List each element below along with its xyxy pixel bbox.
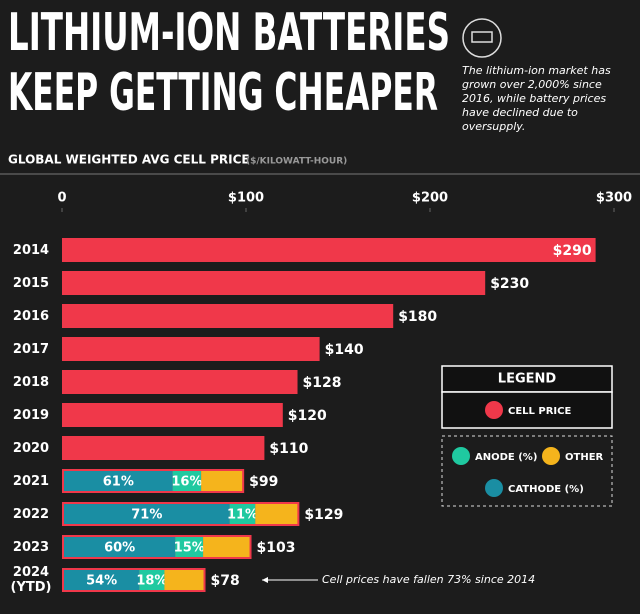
annotation: Cell prices have fallen 73% since 2014: [322, 573, 535, 586]
composition-segment: [64, 504, 230, 524]
legend-title: LEGEND: [498, 372, 557, 387]
axis-unit: ($/KILOWATT-HOUR): [246, 157, 347, 167]
value-label: $120: [288, 408, 327, 424]
x-tick-label: $300: [596, 191, 632, 206]
y-tick-label: 2016: [12, 308, 50, 324]
x-tick-label: 0: [57, 191, 66, 206]
composition-segment: [64, 471, 173, 491]
composition-segment: [229, 504, 256, 524]
legend-label: CATHODE (%): [508, 484, 584, 495]
composition-segment: [255, 504, 298, 524]
segment-label: 16%: [171, 475, 202, 490]
y-tick-label: 2019: [12, 407, 50, 423]
composition-segment: [139, 570, 165, 590]
legend-swatch: [485, 479, 503, 497]
composition-segment: [203, 537, 250, 557]
legend-box: [441, 391, 613, 429]
bar: [62, 238, 596, 262]
segment-label: 71%: [131, 508, 162, 523]
chart-title: LITHIUM-ION BATTERIES: [8, 3, 450, 63]
y-tick-label: 2018: [12, 374, 50, 390]
value-label: $230: [490, 276, 529, 292]
value-label: $78: [211, 573, 240, 589]
value-label: $99: [249, 474, 278, 490]
y-tick-label: 2022: [12, 506, 50, 522]
composition-segment: [201, 471, 243, 491]
segment-label: 11%: [227, 508, 258, 523]
bar: [62, 271, 486, 295]
icon: [471, 31, 493, 43]
bar: [62, 403, 283, 427]
y-tick-label: 2024 (YTD): [10, 565, 52, 595]
x-tick-label: $100: [228, 191, 264, 206]
composition-segment: [64, 570, 140, 590]
value-label: $140: [325, 342, 364, 358]
value-label: $180: [398, 309, 437, 325]
bar: [62, 337, 320, 361]
legend-label: OTHER: [565, 452, 604, 463]
legend-swatch: [542, 447, 560, 465]
bar: [62, 436, 265, 460]
value-label: $290: [553, 243, 592, 259]
segment-label: 54%: [86, 574, 117, 589]
bar: [62, 370, 298, 394]
segment-label: 18%: [136, 574, 167, 589]
y-tick-label: 2023: [12, 539, 50, 555]
legend-swatch: [485, 401, 503, 419]
segment-label: 60%: [104, 541, 135, 556]
legend-label: ANODE (%): [475, 452, 537, 463]
legend-header: [441, 365, 613, 393]
bar: [62, 304, 394, 328]
y-tick-label: 2015: [12, 275, 50, 291]
legend-swatch: [452, 447, 470, 465]
y-tick-label: 2017: [12, 341, 50, 357]
legend-label: CELL PRICE: [508, 406, 571, 417]
composition-segment: [172, 471, 202, 491]
y-tick-label: 2014: [12, 242, 50, 258]
annotation-arrow: [262, 577, 268, 583]
icon: [462, 18, 502, 58]
x-tick-label: $200: [412, 191, 448, 206]
y-tick-label: 2020: [12, 440, 50, 456]
segment-label: 15%: [174, 541, 205, 556]
subtitle: The lithium-ion market has grown over 2,…: [462, 64, 611, 133]
value-label: $103: [257, 540, 296, 556]
composition-segment: [64, 537, 176, 557]
y-tick-label: 2021: [12, 473, 50, 489]
composition-segment: [175, 537, 204, 557]
segment-label: 61%: [103, 475, 134, 490]
legend-box: [441, 435, 613, 507]
chart-title: KEEP GETTING CHEAPER: [8, 63, 438, 123]
value-label: $129: [304, 507, 343, 523]
axis-label: GLOBAL WEIGHTED AVG CELL PRICE: [8, 153, 250, 167]
composition-segment: [164, 570, 204, 590]
value-label: $128: [303, 375, 342, 391]
value-label: $110: [269, 441, 308, 457]
